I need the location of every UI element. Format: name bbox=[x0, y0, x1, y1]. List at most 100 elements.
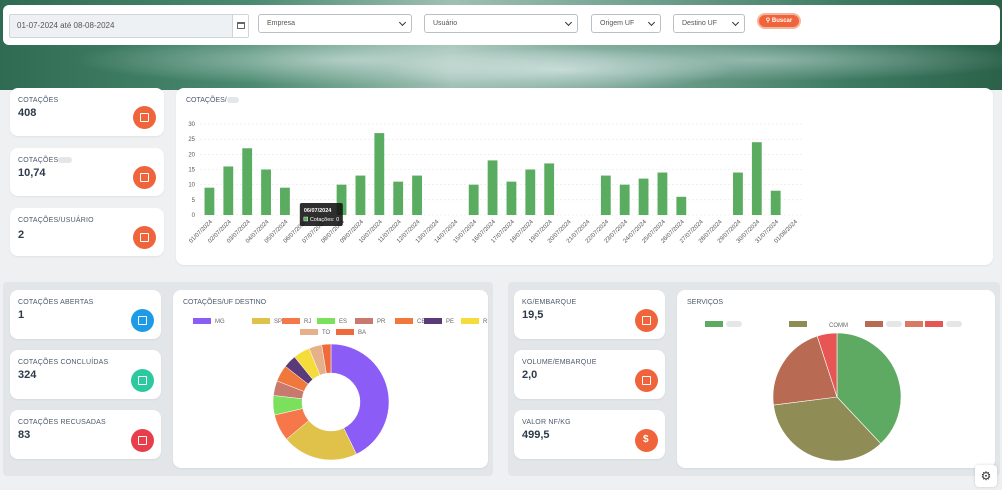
card-icon-circle bbox=[131, 429, 154, 452]
card-value: 2,0 bbox=[522, 369, 538, 381]
card-cotacoes-abertas: COTAÇÕES ABERTAS 1 bbox=[10, 290, 161, 339]
bar bbox=[336, 184, 347, 215]
bar bbox=[355, 175, 366, 215]
dollar-icon: $ bbox=[643, 434, 649, 445]
card-value: 324 bbox=[18, 369, 37, 381]
destino-uf-select-value: Destino UF bbox=[682, 20, 718, 27]
servicos-pie-chart: COMM bbox=[705, 321, 962, 462]
legend-swatch bbox=[282, 318, 300, 324]
pie-slice bbox=[816, 332, 838, 398]
legend-label: PE bbox=[446, 319, 454, 325]
y-tick-label: 5 bbox=[192, 198, 196, 204]
bar bbox=[600, 175, 611, 215]
card-volume-embarque: VOLUME/EMBARQUE 2,0 bbox=[514, 350, 665, 399]
card-label-text: COTAÇÕES bbox=[18, 157, 59, 164]
legend-swatch bbox=[193, 318, 211, 324]
legend-label: RJ bbox=[304, 319, 311, 325]
y-tick-label: 15 bbox=[188, 168, 195, 174]
card-cotacoes-usuario: COTAÇÕES/USUÁRIO 2 bbox=[10, 208, 164, 256]
origem-uf-select-value: Origem UF bbox=[600, 20, 635, 27]
card-icon-circle bbox=[131, 309, 154, 332]
redacted-legend-label bbox=[726, 321, 742, 327]
chevron-down-icon bbox=[564, 18, 573, 27]
destino-uf-select[interactable]: Destino UF bbox=[673, 14, 745, 33]
buscar-label: Buscar bbox=[771, 18, 793, 24]
legend-label: COMM bbox=[829, 323, 848, 329]
bar bbox=[506, 181, 517, 215]
card-valor-nf-kg: VALOR NF/KG 499,5 $ bbox=[514, 410, 665, 459]
redacted-legend-label bbox=[946, 321, 962, 327]
servicos-chart-panel: SERVIÇOS COMM bbox=[677, 290, 995, 468]
date-range-value: 01-07-2024 até 08-08-2024 bbox=[17, 21, 115, 30]
uf-destino-chart-panel: COTAÇÕES/UF DESTINO MG SP RJ ES PR CE PE RS TO BA bbox=[173, 290, 488, 468]
pie-slice bbox=[772, 335, 838, 406]
card-icon-circle: $ bbox=[635, 429, 658, 452]
bar bbox=[525, 169, 536, 215]
card-label: COTAÇÕES bbox=[18, 157, 73, 164]
legend-label: PR bbox=[377, 319, 386, 325]
cotacoes-bar-chart-panel: COTAÇÕES/ 0 5 10 15 20 25 30 01/07/2024 02/07/20… bbox=[176, 88, 993, 265]
bar bbox=[393, 181, 404, 215]
empresa-select-value: Empresa bbox=[267, 20, 296, 27]
uf-donut-chart: MG SP RJ ES PR CE PE RS TO BA bbox=[193, 318, 488, 461]
card-icon-circle bbox=[635, 309, 658, 332]
usuario-select-value: Usuário bbox=[433, 20, 458, 27]
bar bbox=[280, 187, 290, 215]
card-value: 10,74 bbox=[18, 167, 46, 179]
card-kg-embarque: KG/EMBARQUE 19,5 bbox=[514, 290, 665, 339]
box-icon bbox=[642, 316, 651, 325]
legend-swatch bbox=[395, 318, 413, 324]
buscar-button[interactable]: ⚲ Buscar bbox=[757, 13, 801, 29]
card-cotacoes: COTAÇÕES 408 bbox=[10, 88, 164, 136]
bar bbox=[657, 172, 668, 215]
calendar-button[interactable] bbox=[232, 15, 248, 37]
legend-swatch bbox=[336, 329, 354, 335]
bar bbox=[412, 175, 422, 215]
bar bbox=[544, 163, 555, 215]
bar bbox=[223, 166, 234, 215]
empresa-select[interactable]: Empresa bbox=[258, 14, 412, 33]
card-label: COTAÇÕES ABERTAS bbox=[18, 299, 94, 306]
card-icon-circle bbox=[133, 166, 156, 189]
chevron-down-icon bbox=[647, 18, 656, 27]
legend-label: MG bbox=[215, 319, 225, 325]
chart-title: COTAÇÕES/ bbox=[186, 97, 239, 104]
redacted-legend-label bbox=[886, 321, 902, 327]
legend-swatch bbox=[461, 318, 479, 324]
card-value: 499,5 bbox=[522, 429, 550, 441]
pie-slice bbox=[836, 332, 902, 445]
chart-title-text: COTAÇÕES/ bbox=[186, 97, 227, 104]
bar bbox=[751, 142, 762, 215]
bar bbox=[242, 148, 253, 215]
card-icon-circle bbox=[133, 226, 156, 249]
card-icon-circle bbox=[635, 369, 658, 392]
copy-icon bbox=[138, 316, 147, 325]
legend-swatch bbox=[865, 321, 883, 327]
bar bbox=[261, 169, 271, 215]
redacted-text bbox=[226, 97, 239, 104]
date-range-input[interactable]: 01-07-2024 até 08-08-2024 bbox=[9, 14, 249, 38]
pie-slice bbox=[773, 396, 882, 462]
bar bbox=[770, 190, 781, 215]
bar-chart: 05101520253001/07/202402/07/202403/07/20… bbox=[188, 122, 804, 245]
card-value: 1 bbox=[18, 309, 25, 321]
legend-swatch bbox=[355, 318, 373, 324]
card-value: 83 bbox=[18, 429, 31, 441]
card-value: 2 bbox=[18, 229, 25, 241]
legend-label: BA bbox=[358, 330, 366, 336]
card-label: KG/EMBARQUE bbox=[522, 299, 577, 306]
bar bbox=[374, 133, 385, 215]
settings-button[interactable]: ⚙ bbox=[975, 465, 997, 487]
legend-swatch bbox=[789, 321, 807, 327]
legend-swatch bbox=[905, 321, 923, 327]
legend-swatch bbox=[300, 329, 318, 335]
chart-title: SERVIÇOS bbox=[687, 299, 724, 306]
donut-slice bbox=[330, 343, 390, 455]
redacted-text bbox=[58, 157, 73, 164]
usuario-select[interactable]: Usuário bbox=[424, 14, 578, 33]
bar bbox=[638, 178, 649, 215]
card-cotacoes-recusadas: COTAÇÕES RECUSADAS 83 bbox=[10, 410, 161, 459]
origem-uf-select[interactable]: Origem UF bbox=[591, 14, 661, 33]
tooltip-swatch bbox=[303, 216, 309, 222]
card-icon-circle bbox=[131, 369, 154, 392]
